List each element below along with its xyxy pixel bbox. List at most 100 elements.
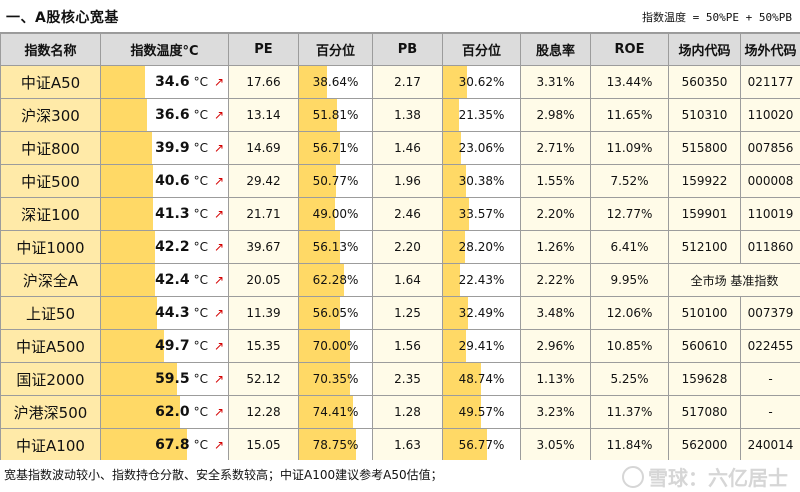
dividend-yield-cell: 2.22% [520, 263, 591, 297]
table-row[interactable]: 沪深全A 42.4 °C ↗ 20.05 62.28% 1.64 22.43% 2… [0, 263, 800, 297]
col-header-otc-code[interactable]: 场外代码 [740, 33, 800, 66]
pe-cell: 39.67 [228, 230, 299, 264]
temperature-unit: °C [193, 240, 208, 254]
temperature-unit: °C [193, 372, 208, 386]
table-row[interactable]: 中证1000 42.2 °C ↗ 39.67 56.13% 2.20 28.20%… [0, 230, 800, 264]
temperature-value: 36.6 [155, 107, 190, 123]
exchange-code-cell[interactable]: 510310 [668, 98, 741, 132]
pb-cell: 2.46 [372, 197, 443, 231]
arrow-up-right-icon: ↗ [213, 108, 224, 122]
temperature-unit: °C [193, 273, 208, 287]
pb-percentile-cell: 28.20% [442, 230, 521, 264]
index-name-cell[interactable]: 中证800 [0, 131, 101, 165]
exchange-code-cell[interactable]: 517080 [668, 395, 741, 429]
pe-percentile-cell: 38.64% [298, 65, 373, 99]
col-header-name[interactable]: 指数名称 [0, 33, 101, 66]
index-name-cell[interactable]: 中证A100 [0, 428, 101, 462]
exchange-code-cell[interactable]: 515800 [668, 131, 741, 165]
col-header-pb[interactable]: PB [372, 33, 443, 66]
pe-percentile-bar [299, 297, 340, 329]
table-row[interactable]: 中证A500 49.7 °C ↗ 15.35 70.00% 1.56 29.41%… [0, 329, 800, 363]
table-row[interactable]: 中证A100 67.8 °C ↗ 15.05 78.75% 1.63 56.77%… [0, 428, 800, 462]
index-name-cell[interactable]: 中证A50 [0, 65, 101, 99]
otc-code-cell[interactable]: 022455 [740, 329, 800, 363]
table-row[interactable]: 中证500 40.6 °C ↗ 29.42 50.77% 1.96 30.38% … [0, 164, 800, 198]
otc-code-cell[interactable]: 007856 [740, 131, 800, 165]
col-header-exchange-code[interactable]: 场内代码 [668, 33, 741, 66]
pb-percentile-bar [443, 132, 461, 164]
index-name-cell[interactable]: 中证1000 [0, 230, 101, 264]
temperature-bar [101, 363, 177, 395]
index-name-cell[interactable]: 上证50 [0, 296, 101, 330]
temperature-value: 34.6 [155, 74, 190, 90]
otc-code-cell[interactable]: 240014 [740, 428, 800, 462]
dividend-yield-cell: 2.20% [520, 197, 591, 231]
col-header-temperature[interactable]: 指数温度°C [100, 33, 229, 66]
exchange-code-cell[interactable]: 159628 [668, 362, 741, 396]
pe-percentile-cell: 56.71% [298, 131, 373, 165]
col-header-pb-percentile[interactable]: 百分位 [442, 33, 521, 66]
roe-cell: 10.85% [590, 329, 669, 363]
index-name-cell[interactable]: 沪深全A [0, 263, 101, 297]
temperature-bar [101, 264, 155, 296]
otc-code-cell[interactable]: 007379 [740, 296, 800, 330]
temperature-cell: 42.4 °C ↗ [100, 263, 229, 297]
pe-cell: 15.35 [228, 329, 299, 363]
otc-code-cell[interactable]: 000008 [740, 164, 800, 198]
pb-cell: 1.46 [372, 131, 443, 165]
table-row[interactable]: 深证100 41.3 °C ↗ 21.71 49.00% 2.46 33.57% … [0, 197, 800, 231]
exchange-code-cell[interactable]: 562000 [668, 428, 741, 462]
exchange-code-cell[interactable]: 560350 [668, 65, 741, 99]
index-name-cell[interactable]: 中证A500 [0, 329, 101, 363]
table-row[interactable]: 沪港深500 62.0 °C ↗ 12.28 74.41% 1.28 49.57%… [0, 395, 800, 429]
otc-code-cell[interactable]: - [740, 362, 800, 396]
table-row[interactable]: 中证800 39.9 °C ↗ 14.69 56.71% 1.46 23.06% … [0, 131, 800, 165]
col-header-pe-percentile[interactable]: 百分位 [298, 33, 373, 66]
otc-code-cell[interactable]: 110019 [740, 197, 800, 231]
table-row[interactable]: 沪深300 36.6 °C ↗ 13.14 51.81% 1.38 21.35% … [0, 98, 800, 132]
table-row[interactable]: 上证50 44.3 °C ↗ 11.39 56.05% 1.25 32.49% 3… [0, 296, 800, 330]
col-header-dividend-yield[interactable]: 股息率 [520, 33, 591, 66]
index-name-cell[interactable]: 中证500 [0, 164, 101, 198]
col-header-roe[interactable]: ROE [590, 33, 669, 66]
temperature-cell: 59.5 °C ↗ [100, 362, 229, 396]
pe-cell: 11.39 [228, 296, 299, 330]
otc-code-cell[interactable]: 011860 [740, 230, 800, 264]
exchange-code-cell[interactable]: 159922 [668, 164, 741, 198]
pe-percentile-cell: 51.81% [298, 98, 373, 132]
exchange-code-cell[interactable]: 560610 [668, 329, 741, 363]
exchange-code-cell[interactable]: 510100 [668, 296, 741, 330]
temperature-unit: °C [193, 306, 208, 320]
index-name-cell[interactable]: 沪深300 [0, 98, 101, 132]
temperature-formula: 指数温度 = 50%PE + 50%PB [642, 11, 792, 24]
temperature-value: 67.8 [155, 437, 190, 453]
pb-cell: 2.35 [372, 362, 443, 396]
dividend-yield-cell: 3.23% [520, 395, 591, 429]
dividend-yield-cell: 2.98% [520, 98, 591, 132]
pb-percentile-bar [443, 264, 461, 296]
arrow-up-right-icon: ↗ [213, 207, 224, 221]
pe-percentile-bar [299, 231, 340, 263]
index-name-cell[interactable]: 深证100 [0, 197, 101, 231]
pe-cell: 20.05 [228, 263, 299, 297]
table-row[interactable]: 国证2000 59.5 °C ↗ 52.12 70.35% 2.35 48.74%… [0, 362, 800, 396]
pe-percentile-value: 49.00% [312, 207, 359, 221]
section-header: 一、A股核心宽基 指数温度 = 50%PE + 50%PB [0, 0, 800, 33]
exchange-code-cell[interactable]: 512100 [668, 230, 741, 264]
exchange-code-cell[interactable]: 159901 [668, 197, 741, 231]
pe-percentile-bar [299, 330, 351, 362]
otc-code-cell[interactable]: 021177 [740, 65, 800, 99]
index-name-cell[interactable]: 沪港深500 [0, 395, 101, 429]
otc-code-cell[interactable]: 110020 [740, 98, 800, 132]
pb-percentile-value: 29.41% [458, 339, 505, 353]
temperature-bar [101, 198, 154, 230]
pe-cell: 29.42 [228, 164, 299, 198]
temperature-bar [101, 231, 155, 263]
table-row[interactable]: 中证A50 34.6 °C ↗ 17.66 38.64% 2.17 30.62% … [0, 65, 800, 99]
pb-cell: 1.38 [372, 98, 443, 132]
pb-cell: 1.64 [372, 263, 443, 297]
col-header-pe[interactable]: PE [228, 33, 299, 66]
index-name-cell[interactable]: 国证2000 [0, 362, 101, 396]
otc-code-cell[interactable]: - [740, 395, 800, 429]
pe-percentile-cell: 78.75% [298, 428, 373, 462]
